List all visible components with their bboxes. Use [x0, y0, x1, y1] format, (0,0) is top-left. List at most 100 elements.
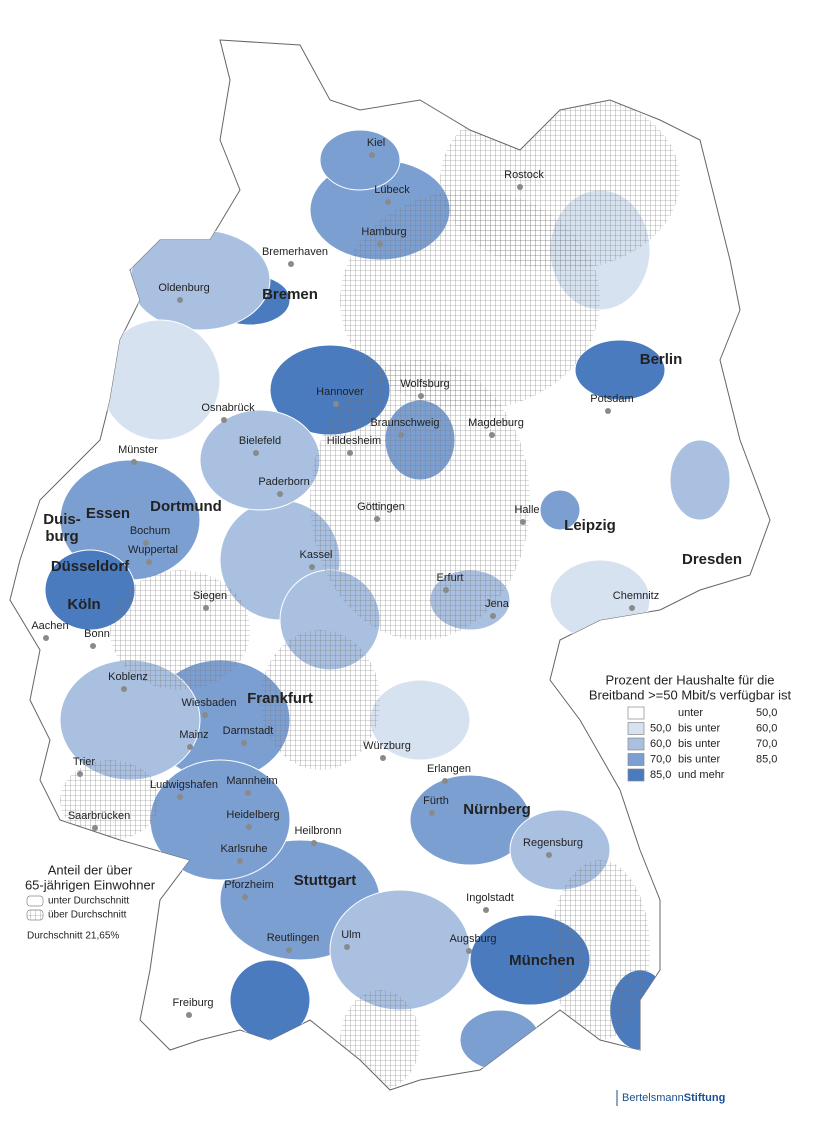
- region: [459, 1009, 541, 1071]
- city-dot: [442, 778, 448, 784]
- region: [129, 229, 271, 331]
- legend-label: über Durchschnitt: [48, 910, 127, 921]
- legend-swatch: [627, 768, 645, 782]
- city-label: Wolfsburg: [400, 378, 449, 390]
- region: [329, 889, 471, 1011]
- city-label: Bremerhaven: [262, 246, 328, 258]
- legend-label: 50,0: [756, 707, 777, 719]
- hatched-region: [550, 860, 650, 1040]
- legend-label: 85,0: [650, 769, 671, 781]
- legend-label: und mehr: [678, 769, 725, 781]
- major-city-label: Frankfurt: [247, 690, 313, 707]
- city-label: Magdeburg: [468, 417, 524, 429]
- hatched-region: [340, 990, 420, 1090]
- major-city-label: Bremen: [262, 286, 318, 303]
- city-label: Darmstadt: [223, 725, 274, 737]
- city-label: Rostock: [504, 169, 544, 181]
- city-dot: [43, 635, 49, 641]
- city-dot: [186, 1012, 192, 1018]
- city-dot: [347, 450, 353, 456]
- city-dot: [418, 393, 424, 399]
- city-dot: [277, 491, 283, 497]
- major-city-label: Stuttgart: [294, 872, 357, 889]
- city-label: Pforzheim: [224, 879, 274, 891]
- major-city-label: Düsseldorf: [51, 558, 130, 575]
- hatched-region: [60, 760, 160, 840]
- city-dot: [242, 894, 248, 900]
- city-dot: [429, 810, 435, 816]
- city-label: Ingolstadt: [466, 892, 514, 904]
- city-label: Hamburg: [361, 226, 406, 238]
- city-label: Erfurt: [437, 572, 464, 584]
- city-label: Siegen: [193, 590, 227, 602]
- major-city-label: Duis-: [43, 511, 81, 528]
- city-label: Paderborn: [258, 476, 309, 488]
- major-city-label: Leipzig: [564, 517, 616, 534]
- city-dot: [517, 184, 523, 190]
- city-dot: [131, 459, 137, 465]
- city-label: Kassel: [299, 549, 332, 561]
- city-dot: [629, 605, 635, 611]
- city-dot: [177, 297, 183, 303]
- major-city-label: Nürnberg: [463, 801, 531, 818]
- city-label: Mannheim: [226, 775, 277, 787]
- legend-title: Breitband >=50 Mbit/s verfügbar ist: [589, 687, 792, 702]
- legend-label: 70,0: [756, 738, 777, 750]
- city-dot: [490, 613, 496, 619]
- city-label: Jena: [485, 598, 510, 610]
- city-dot: [333, 401, 339, 407]
- city-dot: [374, 516, 380, 522]
- legend-swatch: [627, 753, 645, 766]
- hatched-region: [260, 630, 380, 770]
- legend-title: Prozent der Haushalte für die: [605, 672, 774, 687]
- city-label: Bielefeld: [239, 435, 281, 447]
- hatched-region: [110, 570, 250, 690]
- legend-label: unter Durchschnitt: [48, 896, 129, 907]
- city-label: Heidelberg: [226, 809, 279, 821]
- legend-title: Anteil der über: [48, 862, 133, 877]
- city-label: Mainz: [179, 729, 208, 741]
- city-label: Bonn: [84, 628, 110, 640]
- city-dot: [202, 712, 208, 718]
- city-dot: [245, 790, 251, 796]
- legend-label: 60,0: [756, 722, 777, 734]
- legend-label: 50,0: [650, 722, 671, 734]
- legend-swatch: [627, 737, 645, 751]
- city-dot: [241, 740, 247, 746]
- city-label: Erlangen: [427, 763, 471, 775]
- city-dot: [253, 450, 259, 456]
- legend-note: Durchschnitt 21,65%: [27, 931, 119, 942]
- major-city-label: Dortmund: [150, 498, 222, 515]
- city-label: Göttingen: [357, 501, 405, 513]
- city-dot: [286, 947, 292, 953]
- city-label: Koblenz: [108, 671, 148, 683]
- major-city-label: Dresden: [682, 551, 742, 568]
- city-dot: [146, 559, 152, 565]
- city-dot: [203, 605, 209, 611]
- city-dot: [466, 948, 472, 954]
- city-label: Heilbronn: [294, 825, 341, 837]
- city-label: Trier: [73, 756, 96, 768]
- city-label: Freiburg: [173, 997, 214, 1009]
- city-dot: [398, 432, 404, 438]
- city-label: Chemnitz: [613, 590, 659, 602]
- logo: BertelsmannStiftung: [622, 1092, 725, 1104]
- city-dot: [90, 643, 96, 649]
- city-dot: [377, 241, 383, 247]
- city-dot: [380, 755, 386, 761]
- region: [574, 339, 666, 401]
- legend-title: 65-jährigen Einwohner: [25, 877, 156, 892]
- region: [319, 129, 401, 191]
- city-dot: [605, 408, 611, 414]
- hatched-region: [440, 90, 680, 270]
- city-label: Oldenburg: [158, 282, 209, 294]
- city-label: Ludwigshafen: [150, 779, 218, 791]
- city-label: Wiesbaden: [181, 697, 236, 709]
- region: [229, 959, 311, 1041]
- city-label: Braunschweig: [370, 417, 439, 429]
- city-label: Osnabrück: [201, 402, 255, 414]
- city-label: Münster: [118, 444, 158, 456]
- city-dot: [311, 840, 317, 846]
- city-label: Würzburg: [363, 740, 411, 752]
